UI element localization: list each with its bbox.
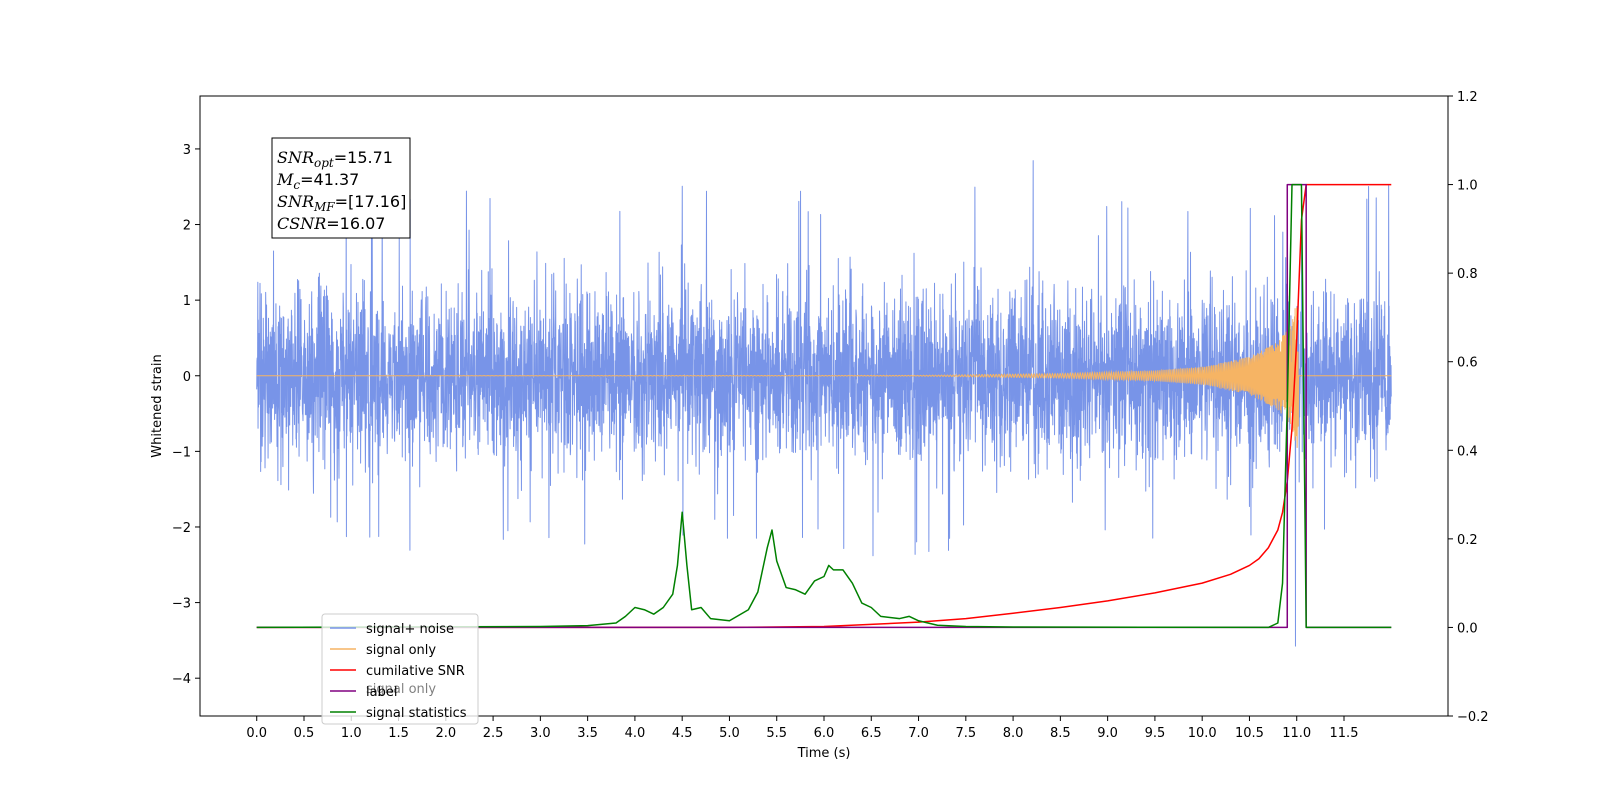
y2-tick-label: 0.4 (1457, 444, 1478, 459)
x-tick-label: 8.0 (1003, 726, 1024, 741)
x-tick-label: 0.0 (246, 726, 267, 741)
x-tick-label: 11.5 (1330, 726, 1359, 741)
y-tick-label: −1 (172, 445, 191, 460)
x-tick-label: 2.0 (435, 726, 456, 741)
annotation-frame (271, 137, 411, 239)
y2-tick-label: 0.8 (1457, 267, 1478, 282)
x-tick-label: 2.5 (483, 726, 504, 741)
x-tick-label: 8.5 (1050, 726, 1071, 741)
y-tick-label: 2 (183, 219, 191, 234)
x-tick-label: 6.5 (861, 726, 882, 741)
y-tick-label: −4 (172, 672, 191, 687)
y-tick-label: 0 (183, 370, 191, 385)
x-tick-label: 1.5 (388, 726, 409, 741)
annotation-line: CSNR=16.07 (277, 214, 385, 233)
x-tick-label: 10.5 (1235, 726, 1264, 741)
x-tick-label: 4.0 (625, 726, 646, 741)
y-axis-right: 1.2 1.0 0.8 0.6 0.4 0.2 0.0 −0.2 (1448, 90, 1489, 725)
x-tick-label: 7.5 (955, 726, 976, 741)
annotation-line: SNRopt=15.71 (277, 148, 393, 170)
annotation-line: SNRMF=[17.16] (277, 192, 406, 214)
x-tick-label: 10.0 (1188, 726, 1217, 741)
x-tick-label: 3.5 (577, 726, 598, 741)
x-axis: 0.0 0.5 1.0 1.5 2.0 2.5 3.0 3.5 4.0 4.5 5.0 5.5 6.0 6… (246, 716, 1358, 741)
x-tick-label: 5.5 (766, 726, 787, 741)
legend-entry-label: label (366, 685, 397, 700)
snr-annotation-box: SNRopt=15.71Mc=41.37SNRMF=[17.16]CSNR=16… (271, 137, 411, 239)
legend-entry-label: signal+ noise (366, 622, 454, 637)
x-tick-label: 1.0 (341, 726, 362, 741)
y2-tick-label: 0.0 (1457, 621, 1478, 636)
y2-tick-label: 0.2 (1457, 533, 1478, 548)
x-tick-label: 6.0 (814, 726, 835, 741)
x-axis-label: Time (s) (797, 746, 851, 761)
y2-tick-label: 0.6 (1457, 356, 1478, 371)
series-signal-only-line (256, 307, 1392, 448)
legend-overlapped-text: signal only (366, 682, 436, 697)
series-signal-statistics-line (256, 183, 1392, 629)
y-tick-label: −3 (172, 597, 191, 612)
y-axis-left: 3 2 1 0 −1 −2 −3 −4 (172, 143, 200, 687)
y-tick-label: 3 (183, 143, 191, 158)
annotation-line: Mc=41.37 (276, 170, 359, 192)
legend-entry-label: signal statistics (366, 706, 467, 721)
x-tick-label: 0.5 (294, 726, 315, 741)
x-tick-label: 9.0 (1097, 726, 1118, 741)
y-tick-label: 1 (183, 294, 191, 309)
x-tick-label: 4.5 (672, 726, 693, 741)
series-signal-plus-noise-line (256, 160, 1392, 647)
x-tick-label: 3.0 (530, 726, 551, 741)
legend-entry-label: cumilative SNR (366, 664, 465, 679)
legend-entry-label: signal only (366, 643, 436, 658)
legend-frame (321, 613, 479, 725)
x-tick-label: 7.0 (908, 726, 929, 741)
x-tick-label: 9.5 (1145, 726, 1166, 741)
y2-tick-label: 1.0 (1457, 179, 1478, 194)
y-axis-label: Whitened strain (150, 354, 165, 457)
y-tick-label: −2 (172, 521, 191, 536)
legend: signal only signal+ noise signal only cumil… (321, 613, 479, 725)
y2-tick-label: 1.2 (1457, 90, 1478, 105)
x-tick-label: 5.0 (719, 726, 740, 741)
y2-tick-label: −0.2 (1457, 710, 1489, 725)
series-cumulative-snr-line (256, 183, 1392, 629)
x-tick-label: 11.0 (1282, 726, 1311, 741)
